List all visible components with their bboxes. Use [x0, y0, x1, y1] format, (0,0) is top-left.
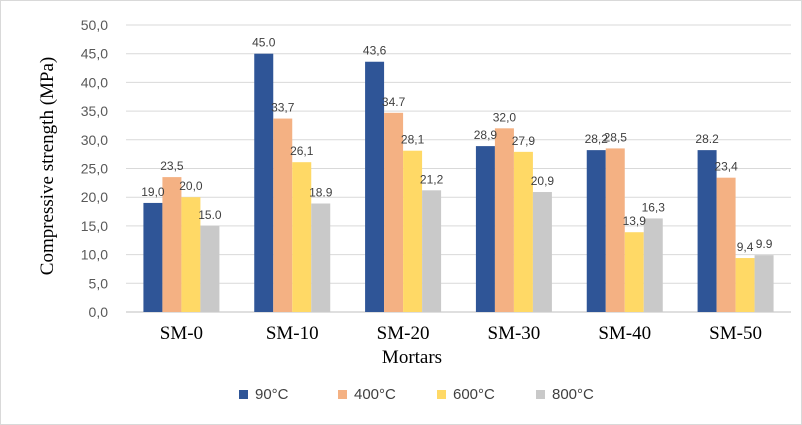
bar: [586, 150, 606, 312]
data-label: 43,6: [363, 44, 387, 58]
bar: [754, 255, 774, 312]
bar: [200, 225, 220, 312]
bar: [643, 218, 663, 312]
data-label: 28.2: [695, 132, 719, 146]
data-label: 27,9: [512, 134, 536, 148]
bar: [513, 151, 533, 312]
y-tick-label: 50,0: [81, 17, 108, 33]
y-tick-label: 20,0: [81, 189, 108, 205]
data-label: 19,0: [141, 185, 165, 199]
data-label: 16,3: [642, 200, 666, 214]
data-label: 28,1: [401, 133, 425, 147]
data-label: 18.9: [309, 186, 333, 200]
legend-label: 90°C: [255, 386, 289, 403]
bar: [365, 61, 385, 313]
data-label: 20,0: [179, 179, 203, 193]
bar: [384, 112, 404, 313]
bar: [494, 128, 514, 312]
data-label: 45.0: [252, 36, 276, 50]
bar: [273, 118, 293, 312]
data-label: 9.9: [756, 237, 773, 251]
bar: [292, 162, 312, 312]
bar: [532, 192, 552, 312]
y-tick-label: 10,0: [81, 247, 108, 263]
legend-label: 600°C: [453, 386, 495, 403]
bar: [697, 150, 717, 312]
data-label: 28,2: [585, 132, 609, 146]
legend-swatch: [437, 390, 446, 399]
y-tick-label: 35,0: [81, 103, 108, 119]
data-label: 28,5: [604, 130, 628, 144]
legend-swatch: [338, 390, 347, 399]
data-label: 9,4: [737, 240, 754, 254]
category-label: SM-20: [377, 323, 430, 344]
y-tick-label: 15,0: [81, 218, 108, 234]
bar: [605, 148, 625, 312]
bar: [475, 146, 495, 312]
category-label: SM-0: [160, 323, 203, 344]
category-label: SM-10: [266, 323, 319, 344]
bar: [311, 203, 331, 312]
y-tick-label: 0,0: [89, 304, 109, 320]
data-label: 20,9: [531, 174, 555, 188]
y-tick-label: 25,0: [81, 161, 108, 177]
category-label: SM-50: [709, 323, 762, 344]
grid-lines: [126, 24, 791, 313]
bar: [422, 190, 442, 312]
bar: [162, 177, 182, 312]
bar: [624, 232, 644, 312]
legend-swatch: [536, 390, 545, 399]
y-tick-label: 5,0: [89, 275, 109, 291]
bar: [254, 53, 274, 312]
x-axis-title: Mortars: [382, 347, 442, 368]
data-label: 15.0: [198, 208, 222, 222]
legend-label: 400°C: [354, 386, 396, 403]
category-label: SM-30: [488, 323, 541, 344]
y-tick-label: 40,0: [81, 74, 108, 90]
legend-label: 800°C: [552, 386, 594, 403]
category-labels: SM-0 SM-10 SM-20 SM-30 SM-40 SM-50: [160, 323, 762, 344]
bar: [716, 177, 736, 312]
y-tick-label: 45,0: [81, 46, 108, 62]
data-label: 33,7: [271, 101, 295, 115]
bar: [735, 258, 755, 312]
y-tick-labels: 0,0 5,0 10,0 15,0 20,0 25,0 30,0 35,0 40,0 45,0 50…: [81, 17, 108, 320]
data-label: 21,2: [420, 172, 444, 186]
data-label: 13,9: [623, 214, 647, 228]
bar: [143, 202, 163, 312]
data-labels: 19,0 23,5 20,0 15.0 45.0 33,7 26,1 18.9 43,6 34.7…: [141, 36, 773, 254]
data-label: 26,1: [290, 144, 314, 158]
data-label: 23,4: [714, 160, 738, 174]
category-label: SM-40: [598, 323, 651, 344]
bar: [403, 150, 423, 312]
legend-swatch: [239, 390, 248, 399]
y-tick-label: 30,0: [81, 132, 108, 148]
bars: [143, 53, 774, 313]
data-label: 34.7: [382, 95, 406, 109]
y-axis-title: Compressive strength (MPa): [37, 57, 58, 275]
bar: [181, 197, 201, 312]
data-label: 32,0: [493, 110, 517, 124]
data-label: 28,9: [474, 128, 498, 142]
data-label: 23,5: [160, 159, 184, 173]
legend: 90°C 400°C 600°C 800°C: [239, 386, 594, 403]
